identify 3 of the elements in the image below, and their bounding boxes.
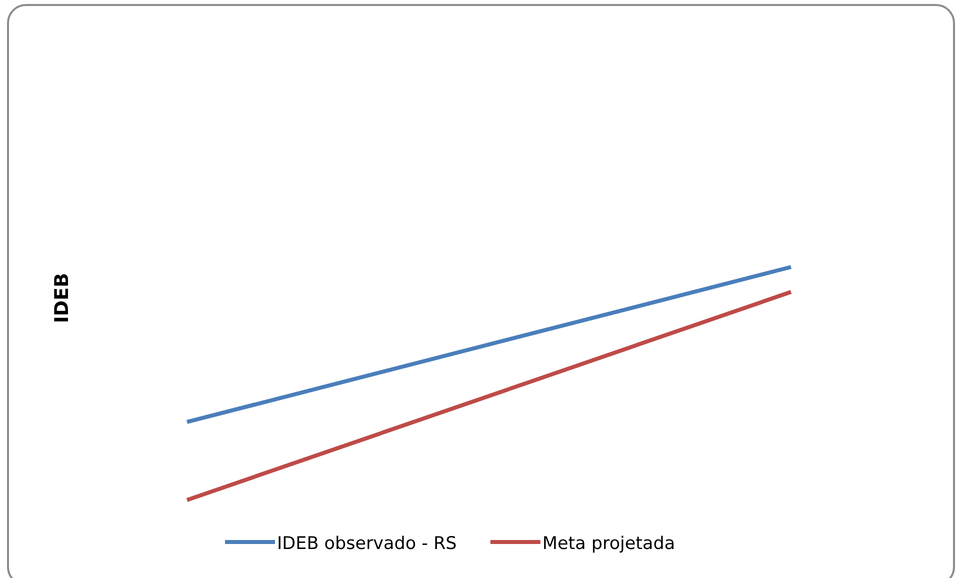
y-axis-title: IDEB: [51, 272, 73, 324]
legend-label: IDEB observado - RS: [277, 534, 457, 554]
legend-label: Meta projetada: [542, 534, 676, 554]
